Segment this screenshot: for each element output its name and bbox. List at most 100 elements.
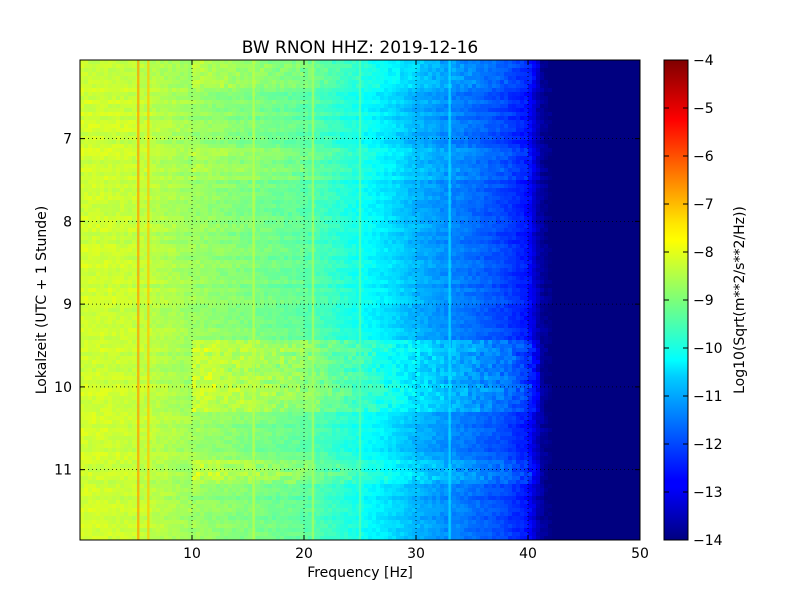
heatmap-cell — [116, 120, 121, 125]
heatmap-cell — [476, 108, 481, 113]
heatmap-cell — [480, 128, 485, 133]
heatmap-cell — [160, 144, 165, 149]
heatmap-cell — [184, 180, 189, 185]
heatmap-cell — [116, 156, 121, 161]
heatmap-cell — [276, 180, 281, 185]
heatmap-cell — [228, 144, 233, 149]
heatmap-cell — [124, 160, 129, 165]
heatmap-cell — [272, 140, 277, 145]
heatmap-cell — [600, 132, 605, 137]
heatmap-cell — [304, 80, 309, 85]
heatmap-cell — [172, 144, 177, 149]
heatmap-cell — [436, 76, 441, 81]
heatmap-cell — [620, 84, 625, 89]
heatmap-cell — [112, 116, 117, 121]
heatmap-cell — [148, 68, 153, 73]
heatmap-cell — [572, 188, 577, 193]
heatmap-cell — [148, 72, 153, 77]
heatmap-cell — [304, 128, 309, 133]
heatmap-cell — [340, 164, 345, 169]
heatmap-cell — [500, 108, 505, 113]
heatmap-cell — [364, 92, 369, 97]
heatmap-cell — [392, 160, 397, 165]
heatmap-cell — [292, 80, 297, 85]
heatmap-cell — [444, 192, 449, 197]
heatmap-cell — [576, 180, 581, 185]
heatmap-cell — [552, 120, 557, 125]
heatmap-cell — [160, 64, 165, 69]
heatmap-cell — [596, 128, 601, 133]
heatmap-cell — [612, 100, 617, 105]
heatmap-cell — [444, 180, 449, 185]
heatmap-cell — [592, 132, 597, 137]
heatmap-cell — [344, 104, 349, 109]
heatmap-cell — [260, 64, 265, 69]
heatmap-cell — [592, 116, 597, 121]
heatmap-cell — [344, 184, 349, 189]
heatmap-cell — [392, 128, 397, 133]
heatmap-cell — [164, 176, 169, 181]
heatmap-cell — [396, 176, 401, 181]
heatmap-cell — [208, 84, 213, 89]
heatmap-cell — [576, 132, 581, 137]
heatmap-cell — [80, 64, 85, 69]
heatmap-cell — [408, 140, 413, 145]
heatmap-cell — [400, 116, 405, 121]
heatmap-cell — [408, 60, 413, 65]
heatmap-cell — [172, 168, 177, 173]
heatmap-cell — [92, 104, 97, 109]
heatmap-cell — [568, 68, 573, 73]
heatmap-cell — [628, 192, 633, 197]
heatmap-cell — [628, 72, 633, 77]
heatmap-cell — [584, 128, 589, 133]
heatmap-cell — [536, 92, 541, 97]
heatmap-cell — [516, 72, 521, 77]
heatmap-cell — [84, 152, 89, 157]
heatmap-cell — [200, 108, 205, 113]
heatmap-cell — [232, 200, 237, 205]
heatmap-cell — [260, 196, 265, 201]
heatmap-cell — [500, 196, 505, 201]
heatmap-cell — [108, 176, 113, 181]
heatmap-cell — [404, 156, 409, 161]
heatmap-cell — [160, 128, 165, 133]
heatmap-cell — [556, 60, 561, 65]
heatmap-cell — [288, 112, 293, 117]
heatmap-cell — [336, 124, 341, 129]
heatmap-cell — [388, 180, 393, 185]
heatmap-cell — [452, 148, 457, 153]
heatmap-cell — [340, 116, 345, 121]
heatmap-cell — [296, 68, 301, 73]
heatmap-cell — [352, 196, 357, 201]
heatmap-cell — [596, 104, 601, 109]
heatmap-cell — [84, 168, 89, 173]
heatmap-cell — [620, 180, 625, 185]
heatmap-cell — [160, 136, 165, 141]
heatmap-cell — [208, 132, 213, 137]
heatmap-cell — [536, 76, 541, 81]
heatmap-cell — [352, 176, 357, 181]
heatmap-cell — [312, 188, 317, 193]
heatmap-cell — [488, 184, 493, 189]
heatmap-cell — [612, 116, 617, 121]
heatmap-cell — [296, 144, 301, 149]
heatmap-cell — [312, 96, 317, 101]
heatmap-cell — [468, 152, 473, 157]
heatmap-cell — [148, 84, 153, 89]
heatmap-cell — [272, 168, 277, 173]
heatmap-cell — [532, 168, 537, 173]
heatmap-cell — [352, 160, 357, 165]
heatmap-cell — [472, 144, 477, 149]
heatmap-cell — [588, 116, 593, 121]
heatmap-cell — [132, 180, 137, 185]
heatmap-cell — [180, 172, 185, 177]
heatmap-cell — [488, 152, 493, 157]
heatmap-cell — [568, 140, 573, 145]
heatmap-cell — [400, 184, 405, 189]
heatmap-cell — [88, 104, 93, 109]
heatmap-cell — [520, 148, 525, 153]
heatmap-cell — [484, 100, 489, 105]
heatmap-cell — [440, 60, 445, 65]
heatmap-cell — [424, 164, 429, 169]
heatmap-cell — [272, 184, 277, 189]
